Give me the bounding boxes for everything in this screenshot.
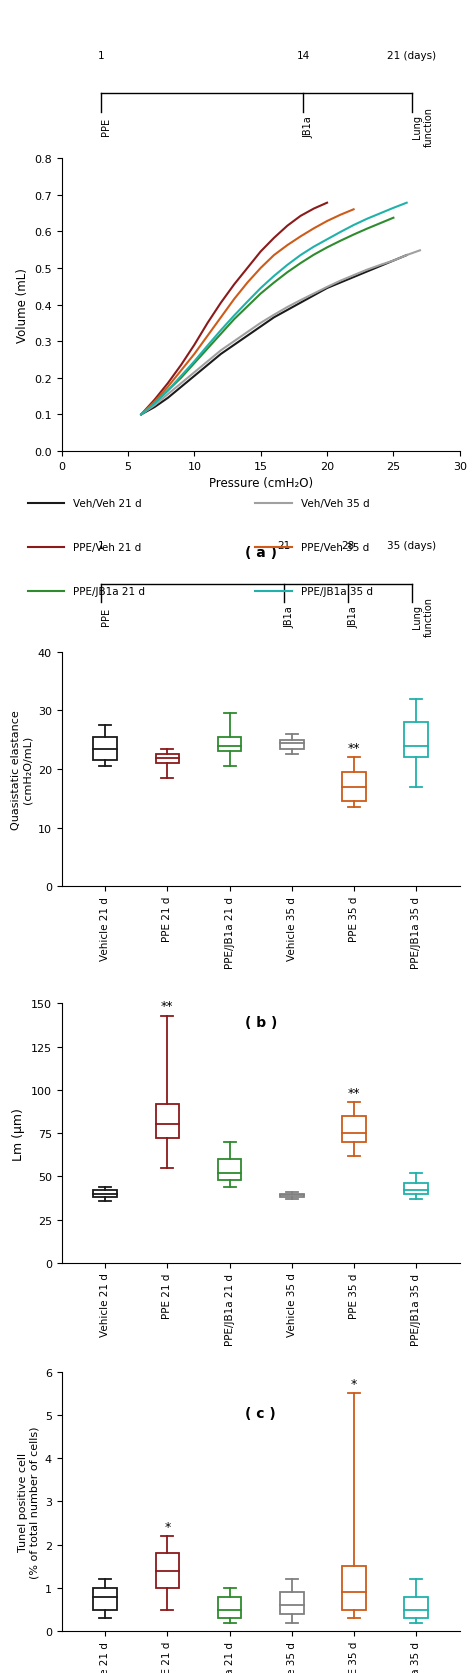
- Bar: [218, 1596, 241, 1618]
- Y-axis label: Lm (μm): Lm (μm): [12, 1108, 25, 1159]
- Text: JB1a: JB1a: [303, 115, 313, 137]
- Text: 14: 14: [297, 50, 310, 60]
- Text: PPE: PPE: [101, 607, 111, 626]
- Bar: [155, 1553, 179, 1588]
- Text: 35 (days): 35 (days): [387, 540, 437, 550]
- Y-axis label: Volume (mL): Volume (mL): [16, 268, 28, 343]
- Bar: [342, 1566, 366, 1609]
- Bar: [218, 738, 241, 753]
- Bar: [404, 723, 428, 758]
- Bar: [342, 773, 366, 801]
- Text: PPE: PPE: [101, 117, 111, 136]
- Text: 28: 28: [341, 540, 355, 550]
- Bar: [404, 1183, 428, 1195]
- Text: ( c ): ( c ): [246, 1405, 276, 1420]
- Text: ( a ): ( a ): [245, 545, 277, 559]
- Text: JB1a: JB1a: [348, 606, 358, 627]
- Bar: [404, 1596, 428, 1618]
- Text: *: *: [164, 1519, 171, 1532]
- Text: **: **: [348, 741, 360, 755]
- Bar: [155, 755, 179, 763]
- Text: **: **: [348, 1086, 360, 1099]
- Bar: [93, 1191, 117, 1198]
- Text: Veh/Veh 35 d: Veh/Veh 35 d: [301, 499, 369, 509]
- Text: PPE/JB1a 35 d: PPE/JB1a 35 d: [301, 587, 373, 597]
- Text: **: **: [161, 999, 173, 1012]
- Y-axis label: Quasistatic elastance
(cmH₂O/mL): Quasistatic elastance (cmH₂O/mL): [10, 709, 32, 830]
- Text: PPE/Veh 21 d: PPE/Veh 21 d: [73, 544, 141, 552]
- Bar: [280, 1593, 304, 1614]
- Y-axis label: Tunel positive cell
(% of total number of cells): Tunel positive cell (% of total number o…: [18, 1425, 39, 1578]
- Text: PPE/Veh 35 d: PPE/Veh 35 d: [301, 544, 369, 552]
- Text: Lung
function: Lung function: [412, 597, 434, 637]
- Text: 21 (days): 21 (days): [387, 50, 437, 60]
- Bar: [93, 1588, 117, 1609]
- Text: *: *: [351, 1377, 357, 1390]
- Text: JB1a: JB1a: [284, 606, 294, 627]
- Text: 1: 1: [98, 50, 105, 60]
- Bar: [342, 1116, 366, 1143]
- Bar: [93, 738, 117, 761]
- Text: 1: 1: [98, 540, 105, 550]
- Bar: [280, 1195, 304, 1198]
- Text: Veh/Veh 21 d: Veh/Veh 21 d: [73, 499, 142, 509]
- Bar: [280, 739, 304, 750]
- Bar: [218, 1159, 241, 1179]
- Bar: [155, 1104, 179, 1139]
- Text: 21: 21: [277, 540, 291, 550]
- Text: Lung
function: Lung function: [412, 107, 434, 147]
- Text: ( b ): ( b ): [245, 1016, 277, 1029]
- Text: PPE/JB1a 21 d: PPE/JB1a 21 d: [73, 587, 145, 597]
- X-axis label: Pressure (cmH₂O): Pressure (cmH₂O): [209, 477, 313, 490]
